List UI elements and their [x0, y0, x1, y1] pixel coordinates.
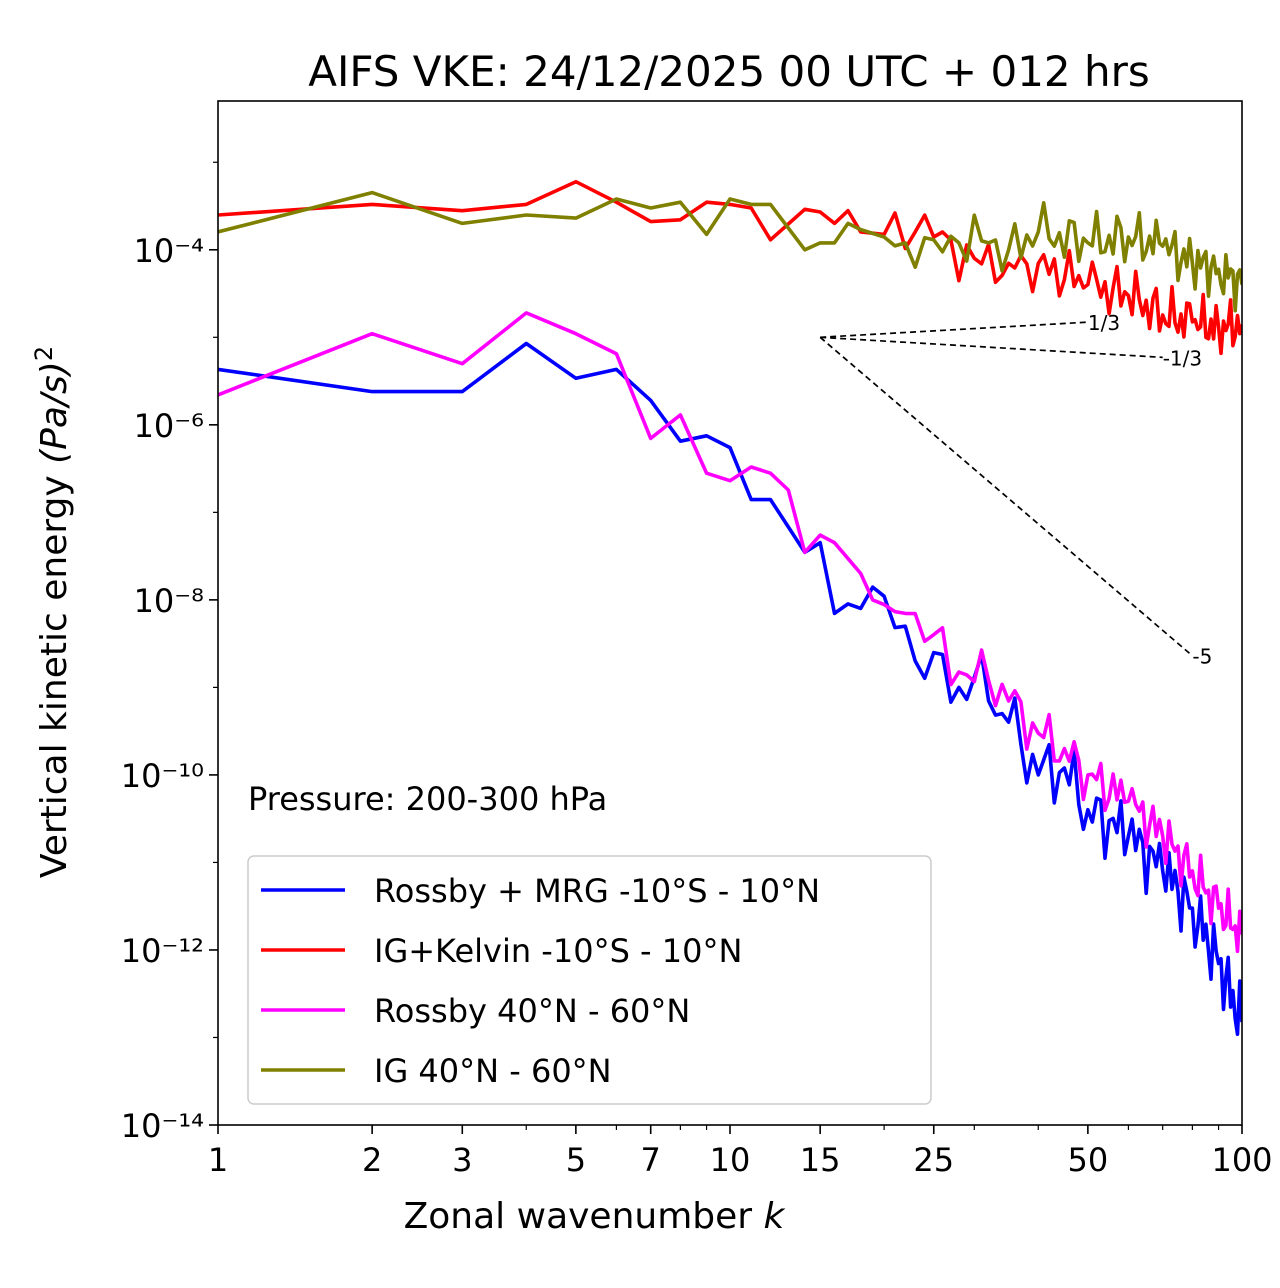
- series-line-4: [218, 190, 1242, 313]
- reference-slope-label: -1/3: [1163, 346, 1202, 370]
- series-line-3: [218, 311, 1242, 954]
- legend-label: IG 40°N - 60°N: [374, 1052, 612, 1090]
- y-axis-ticks: 10⁻¹⁴ 10⁻¹² 10⁻¹⁰ 10⁻⁸ 10⁻⁶ 10⁻⁴: [121, 161, 218, 1145]
- reference-slope-line: [819, 336, 1193, 657]
- reference-slope-label: 1/3: [1088, 311, 1120, 335]
- legend-label: Rossby + MRG -10°S - 10°N: [374, 872, 820, 910]
- x-tick-label: 10: [710, 1141, 751, 1179]
- y-axis-label: Vertical kinetic energy (Pa/s)2: [30, 346, 75, 878]
- reference-slope-lines: 1/3 -1/3 -5: [819, 311, 1212, 669]
- y-tick-label: 10⁻⁶: [134, 407, 204, 445]
- reference-slope-line: [820, 321, 1088, 339]
- x-tick-label: 25: [913, 1141, 954, 1179]
- x-tick-label: 1: [208, 1141, 228, 1179]
- reference-slope-line: [820, 336, 1163, 359]
- plot-frame: [217, 100, 1243, 1126]
- series-line-2: [218, 179, 1242, 356]
- x-tick-label: 5: [566, 1141, 586, 1179]
- legend: Rossby + MRG -10°S - 10°N IG+Kelvin -10°S…: [247, 855, 932, 1105]
- x-axis-label: Zonal wavenumber k: [404, 1196, 787, 1237]
- y-tick-label: 10⁻⁴: [134, 232, 204, 270]
- x-tick-label: 50: [1068, 1141, 1109, 1179]
- pressure-annotation: Pressure: 200-300 hPa: [248, 780, 607, 818]
- y-tick-label: 10⁻⁸: [134, 582, 204, 620]
- y-tick-label: 10⁻¹⁰: [121, 757, 204, 795]
- x-tick-label: 3: [452, 1141, 472, 1179]
- x-tick-label: 15: [800, 1141, 841, 1179]
- legend-frame: [247, 855, 932, 1105]
- x-tick-label: 2: [362, 1141, 382, 1179]
- legend-label: Rossby 40°N - 60°N: [374, 992, 690, 1030]
- reference-slope-label: -5: [1192, 645, 1212, 669]
- series-line-1: [218, 341, 1242, 1036]
- series-lines: [218, 179, 1242, 1036]
- x-tick-label: 7: [641, 1141, 661, 1179]
- chart-title: AIFS VKE: 24/12/2025 00 UTC + 012 hrs: [308, 47, 1150, 96]
- legend-label: IG+Kelvin -10°S - 10°N: [374, 932, 742, 970]
- y-tick-label: 10⁻¹²: [121, 932, 204, 970]
- x-axis-ticks: 1 2 3 5 7 10 15 25 50 100: [208, 1125, 1273, 1179]
- x-tick-label: 100: [1211, 1141, 1272, 1179]
- y-tick-label: 10⁻¹⁴: [121, 1107, 204, 1145]
